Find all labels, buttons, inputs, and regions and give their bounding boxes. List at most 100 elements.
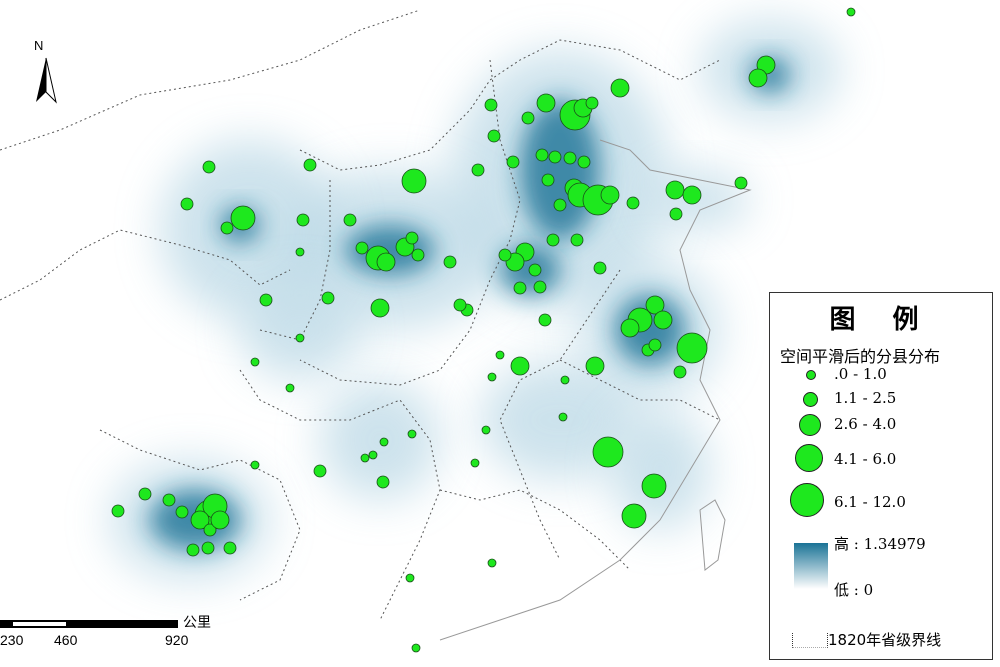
county-marker: [553, 198, 567, 212]
county-marker: [610, 78, 630, 98]
county-marker: [250, 460, 260, 470]
county-marker: [641, 473, 667, 499]
province-boundary: [0, 229, 291, 301]
county-marker: [368, 450, 378, 460]
county-marker: [250, 357, 260, 367]
north-label: N: [34, 38, 44, 53]
density-high-label: 高 : 1.34979: [834, 535, 926, 553]
county-marker: [846, 7, 856, 17]
density-area: [320, 380, 440, 500]
county-marker: [295, 247, 305, 257]
legend-class-label: 2.6 - 4.0: [834, 415, 897, 433]
legend: 图 例 空间平滑后的分县分布 .0 - 1.0 1.1 - 2.5 2.6 - …: [769, 292, 993, 660]
marker-swatch: [795, 444, 823, 472]
county-marker: [138, 487, 152, 501]
county-marker: [734, 176, 748, 190]
county-marker: [285, 383, 295, 393]
province-boundaries: [0, 9, 752, 641]
county-marker: [593, 261, 607, 275]
county-marker: [370, 298, 390, 318]
county-marker: [360, 453, 370, 463]
marker-swatch: [803, 392, 818, 407]
scale-tick: 230: [0, 632, 24, 648]
county-marker: [585, 356, 605, 376]
county-marker: [506, 155, 520, 169]
county-marker: [230, 205, 256, 231]
county-marker: [295, 333, 305, 343]
county-marker: [648, 338, 662, 352]
county-marker: [626, 196, 640, 210]
county-marker: [220, 221, 234, 235]
county-marker: [570, 233, 584, 247]
density-low-label: 低 : 0: [834, 581, 874, 599]
county-marker: [376, 252, 396, 272]
county-marker: [513, 281, 527, 295]
county-marker: [487, 558, 497, 568]
county-marker: [600, 185, 620, 205]
county-markers: [111, 7, 856, 653]
county-marker: [620, 318, 640, 338]
county-marker: [190, 510, 210, 530]
county-marker: [484, 98, 498, 112]
county-marker: [560, 375, 570, 385]
county-marker: [682, 185, 702, 205]
county-marker: [536, 93, 556, 113]
boundary-swatch: [792, 633, 828, 648]
county-marker: [676, 332, 708, 364]
county-marker: [538, 313, 552, 327]
legend-subtitle: 空间平滑后的分县分布: [780, 347, 941, 366]
coastline: [439, 139, 752, 641]
legend-class-label: 1.1 - 2.5: [834, 389, 897, 407]
county-marker: [653, 310, 673, 330]
county-marker: [111, 504, 125, 518]
density-surface: [110, 20, 840, 580]
county-marker: [303, 158, 317, 172]
county-marker: [563, 151, 577, 165]
province-boundary: [299, 59, 521, 386]
north-arrow-icon: [36, 57, 57, 104]
county-marker: [313, 464, 327, 478]
taiwan-outline: [699, 499, 726, 571]
scale-tick: 460: [54, 632, 78, 648]
province-boundary: [299, 39, 721, 171]
county-marker: [186, 543, 200, 557]
county-marker: [621, 503, 647, 529]
county-marker: [673, 365, 687, 379]
province-boundary: [239, 369, 441, 621]
county-marker: [487, 129, 501, 143]
county-marker: [175, 505, 189, 519]
province-boundary: [439, 489, 631, 571]
county-marker: [481, 425, 491, 435]
county-marker: [443, 255, 457, 269]
county-marker: [259, 293, 273, 307]
county-marker: [470, 458, 480, 468]
county-marker: [210, 510, 230, 530]
boundary-label: 1820年省级界线: [828, 631, 942, 649]
county-marker: [411, 643, 421, 653]
county-marker: [498, 248, 512, 262]
county-marker: [401, 168, 427, 194]
scale-bar: [0, 620, 178, 628]
scale-tick: 920: [165, 632, 189, 648]
county-marker: [343, 213, 357, 227]
legend-class-label: 6.1 - 12.0: [834, 493, 906, 511]
county-marker: [521, 111, 535, 125]
county-marker: [202, 160, 216, 174]
province-boundary: [0, 9, 421, 151]
county-marker: [748, 68, 768, 88]
province-boundary: [259, 180, 331, 341]
county-marker: [201, 541, 215, 555]
county-marker: [296, 213, 310, 227]
province-boundary: [99, 429, 301, 601]
county-marker: [592, 436, 624, 468]
county-marker: [541, 173, 555, 187]
county-marker: [510, 356, 530, 376]
county-marker: [223, 541, 237, 555]
county-marker: [180, 197, 194, 211]
county-marker: [405, 231, 419, 245]
legend-class-label: .0 - 1.0: [834, 365, 887, 383]
county-marker: [577, 155, 591, 169]
marker-swatch: [799, 414, 821, 436]
county-marker: [665, 180, 685, 200]
